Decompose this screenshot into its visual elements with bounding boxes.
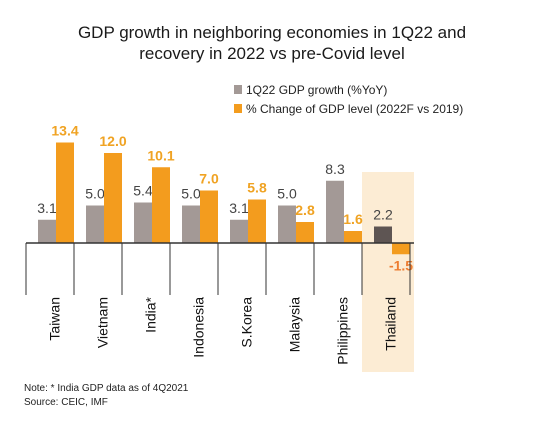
data-label-s-korea-series-1: 3.1	[229, 200, 249, 216]
data-label-indonesia-series-2: 7.0	[199, 171, 219, 187]
data-label-taiwan-series-1: 3.1	[37, 200, 57, 216]
chart-note: Note: * India GDP data as of 4Q2021 Sour…	[24, 382, 188, 410]
legend-swatch-gdp-growth	[234, 85, 242, 94]
bar-malaysia-series-1	[278, 205, 296, 243]
category-label-indonesia: Indonesia	[191, 297, 207, 358]
chart-title-line-2: recovery in 2022 vs pre-Covid level	[139, 44, 405, 63]
data-label-thailand-series-2: -1.5	[389, 257, 413, 273]
bar-vietnam-series-1	[86, 205, 104, 243]
data-label-malaysia-series-1: 5.0	[277, 186, 297, 202]
category-label-philippines: Philippines	[335, 297, 351, 365]
category-label-vietnam: Vietnam	[95, 297, 111, 348]
legend-swatch-gdp-level-change	[234, 104, 242, 113]
bar-thailand-series-1	[374, 226, 392, 243]
bar-philippines-series-2	[344, 231, 362, 243]
bar-philippines-series-1	[326, 180, 344, 243]
bar-india-series-1	[134, 202, 152, 243]
data-label-vietnam-series-1: 5.0	[85, 186, 105, 202]
category-label-thailand: Thailand	[383, 297, 399, 351]
data-label-philippines-series-1: 8.3	[325, 161, 345, 177]
data-label-malaysia-series-2: 2.8	[295, 202, 315, 218]
bar-malaysia-series-2	[296, 222, 314, 243]
chart-title: GDP growth in neighboring economies in 1…	[0, 22, 544, 64]
category-label-malaysia: Malaysia	[287, 297, 303, 352]
category-label-taiwan: Taiwan	[47, 297, 63, 341]
data-label-thailand-series-1: 2.2	[373, 207, 393, 223]
chart-legend: 1Q22 GDP growth (%YoY) % Change of GDP l…	[234, 80, 463, 118]
bar-indonesia-series-2	[200, 190, 218, 243]
chart-title-line-1: GDP growth in neighboring economies in 1…	[77, 23, 467, 42]
category-label-india: India*	[143, 296, 159, 332]
legend-item-gdp-growth: 1Q22 GDP growth (%YoY)	[234, 80, 463, 99]
bar-indonesia-series-1	[182, 205, 200, 243]
legend-label-gdp-growth: 1Q22 GDP growth (%YoY)	[246, 82, 388, 97]
data-label-s-korea-series-2: 5.8	[247, 180, 267, 196]
legend-item-gdp-level-change: % Change of GDP level (2022F vs 2019)	[234, 99, 463, 118]
data-label-vietnam-series-2: 12.0	[99, 133, 126, 149]
highlight-band	[362, 172, 414, 372]
bar-thailand-series-2	[392, 243, 410, 255]
bar-s-korea-series-2	[248, 199, 266, 243]
data-label-indonesia-series-1: 5.0	[181, 186, 201, 202]
category-label-s-korea: S.Korea	[239, 297, 255, 348]
bar-india-series-2	[152, 167, 170, 243]
bar-s-korea-series-1	[230, 219, 248, 243]
data-label-philippines-series-2: 1.6	[343, 211, 363, 227]
data-label-india-series-1: 5.4	[133, 183, 153, 199]
bar-taiwan-series-2	[56, 142, 74, 243]
data-label-india-series-2: 10.1	[147, 147, 174, 163]
legend-label-gdp-level-change: % Change of GDP level (2022F vs 2019)	[246, 101, 464, 116]
bar-vietnam-series-2	[104, 153, 122, 243]
bar-taiwan-series-1	[38, 219, 56, 243]
data-label-taiwan-series-2: 13.4	[51, 123, 78, 139]
note-line: Note: * India GDP data as of 4Q2021	[24, 383, 189, 394]
source-line: Source: CEIC, IMF	[24, 397, 108, 408]
